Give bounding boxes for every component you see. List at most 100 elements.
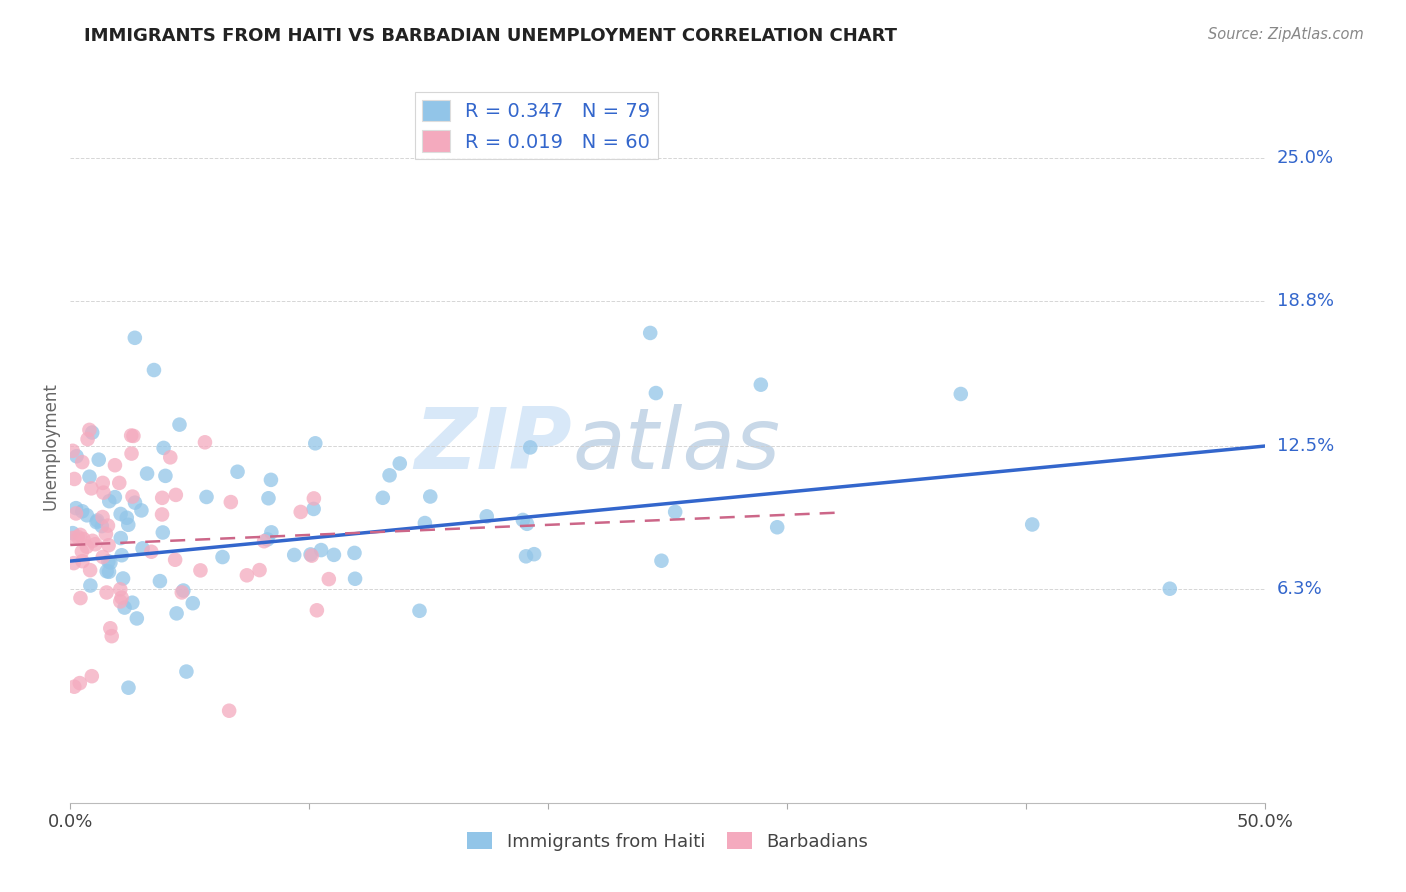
Point (253, 534, 276, 549)
Y-axis label: Unemployment: Unemployment (41, 382, 59, 510)
Point (165, 553, 187, 567)
Point (152, 525, 174, 540)
Point (104, 490, 127, 504)
Point (97, 538, 120, 552)
Point (114, 600, 136, 615)
Point (121, 490, 143, 504)
Point (408, 604, 430, 618)
Point (108, 475, 131, 490)
Point (79, 563, 101, 577)
Point (283, 548, 305, 562)
Point (110, 531, 132, 545)
Point (110, 507, 132, 521)
Point (63, 472, 86, 486)
Point (96, 585, 118, 599)
Point (766, 520, 789, 534)
Point (136, 467, 159, 481)
Text: atlas: atlas (572, 404, 780, 488)
Point (63, 680, 86, 694)
Point (195, 490, 218, 504)
Point (388, 457, 411, 471)
Point (949, 387, 972, 401)
Point (120, 428, 142, 442)
Text: Source: ZipAtlas.com: Source: ZipAtlas.com (1208, 27, 1364, 42)
Point (62, 526, 84, 541)
Point (65, 449, 87, 463)
Point (100, 556, 122, 570)
Point (93, 485, 115, 500)
Point (69, 591, 91, 605)
Point (256, 533, 278, 547)
Point (749, 377, 772, 392)
Point (112, 572, 135, 586)
Point (159, 450, 181, 465)
Point (122, 429, 145, 443)
Point (115, 510, 138, 524)
Point (519, 441, 541, 455)
Point (86, 513, 108, 527)
Point (290, 505, 312, 519)
Point (124, 496, 146, 510)
Point (62, 556, 84, 570)
Point (226, 465, 249, 479)
Point (76, 540, 98, 554)
Point (143, 363, 166, 377)
Point (91, 549, 114, 564)
Point (72, 504, 94, 518)
Point (150, 508, 173, 522)
Point (219, 495, 242, 509)
Legend: Immigrants from Haiti, Barbadians: Immigrants from Haiti, Barbadians (460, 825, 876, 858)
Point (1159, 582, 1181, 596)
Point (318, 572, 340, 586)
Point (304, 436, 326, 450)
Point (194, 435, 217, 450)
Point (111, 548, 134, 562)
Point (165, 488, 187, 502)
Point (79, 423, 101, 437)
Text: IMMIGRANTS FROM HAITI VS BARBADIAN UNEMPLOYMENT CORRELATION CHART: IMMIGRANTS FROM HAITI VS BARBADIAN UNEMP… (84, 27, 897, 45)
Text: 25.0%: 25.0% (1277, 149, 1334, 168)
Point (1021, 517, 1043, 532)
Point (117, 517, 139, 532)
Point (305, 603, 328, 617)
Point (218, 704, 240, 718)
Point (65, 501, 87, 516)
Point (323, 548, 346, 562)
Text: ZIP: ZIP (415, 404, 572, 488)
Point (249, 563, 271, 577)
Point (80, 481, 103, 495)
Point (299, 548, 322, 562)
Point (257, 491, 280, 506)
Point (371, 491, 394, 505)
Point (302, 502, 325, 516)
Point (190, 563, 212, 577)
Point (111, 591, 134, 605)
Point (110, 594, 132, 608)
Point (169, 417, 191, 432)
Point (97, 554, 120, 568)
Point (100, 629, 122, 643)
Point (170, 585, 193, 599)
Point (149, 574, 172, 588)
Point (302, 491, 325, 506)
Point (65, 507, 87, 521)
Point (523, 547, 546, 561)
Point (260, 473, 283, 487)
Point (90, 519, 112, 533)
Point (72, 532, 94, 546)
Point (121, 446, 143, 460)
Point (72, 554, 94, 568)
Point (155, 468, 177, 483)
Point (69, 528, 91, 542)
Point (236, 568, 259, 582)
Point (419, 490, 441, 504)
Point (378, 468, 401, 483)
Point (87, 452, 110, 467)
Point (98, 565, 121, 579)
Point (97, 518, 120, 533)
Point (150, 491, 173, 505)
Point (181, 596, 204, 610)
Point (98, 621, 121, 635)
Point (512, 513, 534, 527)
Point (413, 516, 436, 530)
